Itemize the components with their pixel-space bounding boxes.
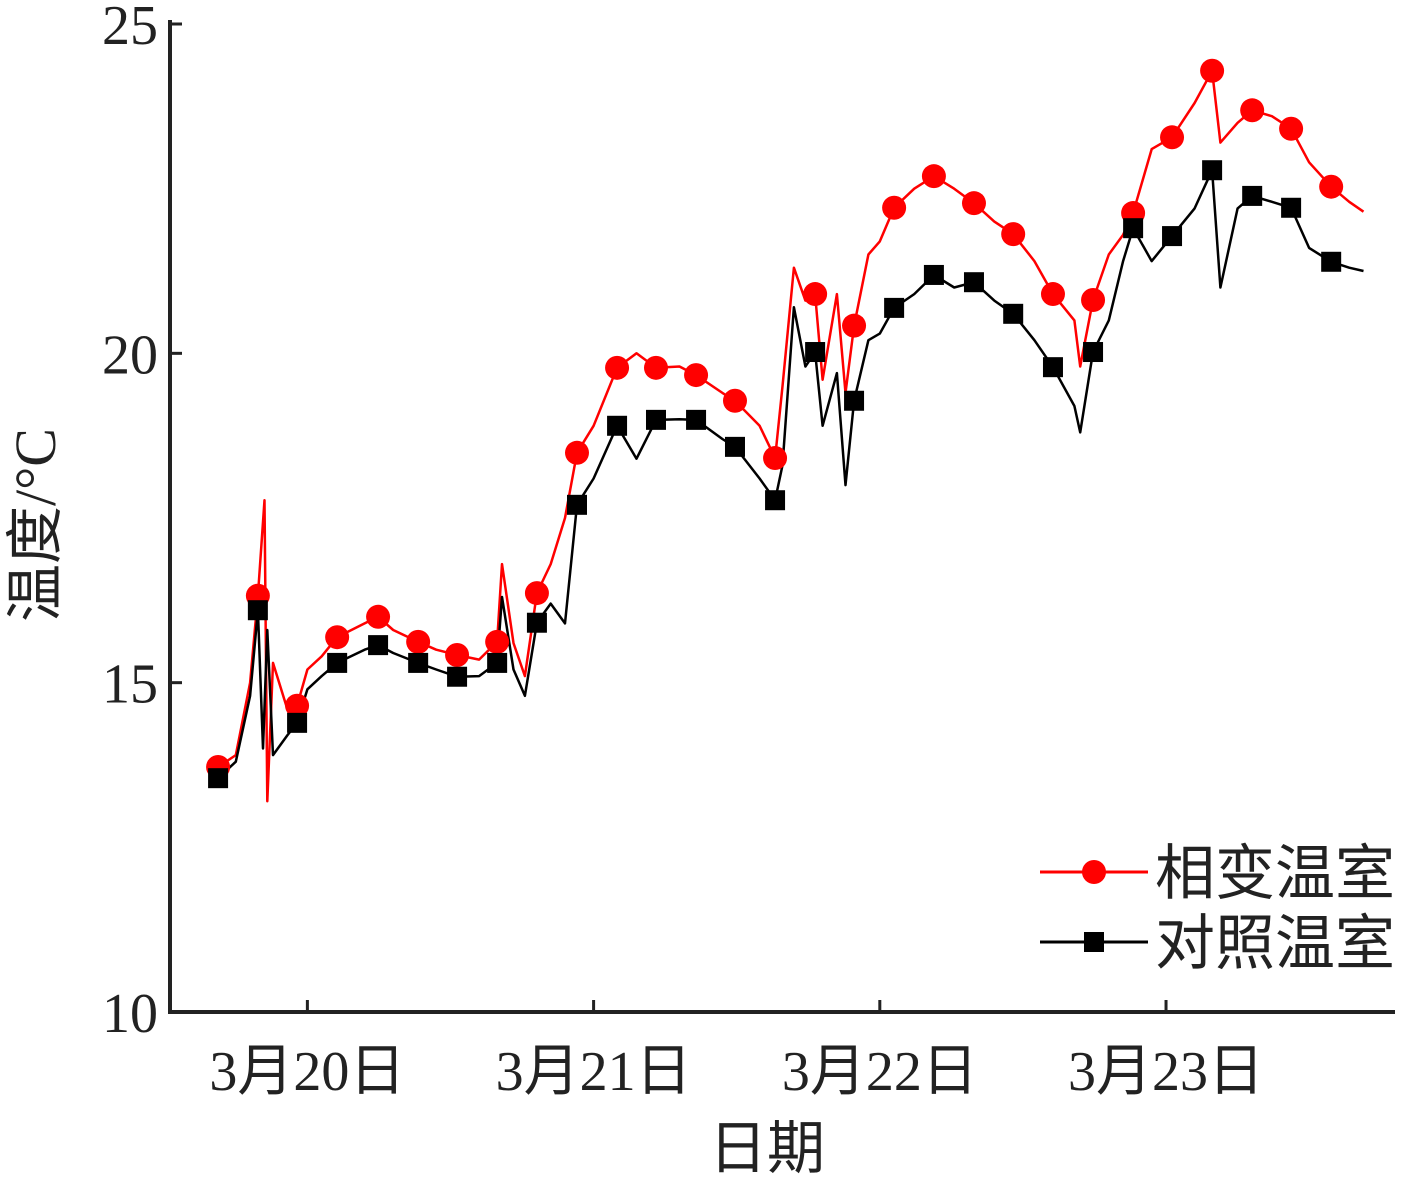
data-marker xyxy=(684,363,709,388)
data-marker xyxy=(607,415,628,436)
data-marker xyxy=(1202,160,1223,181)
series-line xyxy=(209,69,1365,803)
data-marker xyxy=(1319,174,1344,199)
data-marker xyxy=(1040,282,1065,307)
data-marker xyxy=(566,494,587,515)
data-marker xyxy=(1160,125,1185,150)
data-marker xyxy=(724,436,745,457)
x-tick-label: 3月21日 xyxy=(496,1041,692,1103)
x-tick-label: 3月22日 xyxy=(782,1041,978,1103)
data-marker xyxy=(686,409,707,430)
data-marker xyxy=(605,355,630,380)
data-marker xyxy=(1081,287,1106,312)
y-tick-label: 20 xyxy=(102,324,158,386)
data-marker xyxy=(884,297,905,318)
data-marker xyxy=(485,629,510,654)
data-marker xyxy=(247,600,268,621)
legend-marker xyxy=(1084,932,1104,952)
data-marker xyxy=(1162,226,1183,247)
data-marker xyxy=(803,282,828,307)
y-tick-label: 10 xyxy=(102,983,158,1045)
data-marker xyxy=(408,652,429,673)
data-marker xyxy=(1242,185,1263,206)
data-marker xyxy=(763,446,788,471)
legend-label: 对照温室 xyxy=(1155,911,1395,977)
x-tick-label: 3月20日 xyxy=(209,1041,405,1103)
data-marker xyxy=(285,693,310,718)
data-marker xyxy=(1321,251,1342,272)
data-marker xyxy=(961,191,986,216)
data-marker xyxy=(1279,116,1304,141)
data-marker xyxy=(1003,303,1024,324)
data-marker xyxy=(368,635,389,656)
legend-label: 相变温室 xyxy=(1155,841,1395,907)
data-marker xyxy=(564,440,589,465)
x-tick-label: 3月23日 xyxy=(1068,1041,1264,1103)
data-marker xyxy=(921,164,946,189)
data-marker xyxy=(882,195,907,220)
data-marker xyxy=(445,643,470,668)
y-tick-label: 15 xyxy=(102,654,158,716)
data-marker xyxy=(844,390,865,411)
data-marker xyxy=(327,652,348,673)
data-marker xyxy=(1281,197,1302,218)
x-axis-label: 日期 xyxy=(709,1116,825,1181)
data-marker xyxy=(487,652,508,673)
data-marker xyxy=(1200,58,1225,83)
data-marker xyxy=(406,629,431,654)
series-line xyxy=(209,168,1364,783)
data-marker xyxy=(325,625,350,650)
data-marker xyxy=(722,388,747,413)
data-marker xyxy=(805,342,826,363)
data-marker xyxy=(963,272,984,293)
data-marker xyxy=(208,768,229,789)
data-marker xyxy=(524,581,549,606)
data-marker xyxy=(842,313,867,338)
data-marker xyxy=(447,666,468,687)
data-marker xyxy=(1042,357,1063,378)
y-tick-label: 25 xyxy=(102,0,158,57)
data-marker xyxy=(765,490,786,511)
data-marker xyxy=(1123,218,1144,239)
legend-marker xyxy=(1082,860,1106,884)
y-axis-label: 温度/°C xyxy=(3,428,68,622)
data-marker xyxy=(1083,342,1104,363)
data-marker xyxy=(287,712,308,733)
data-marker xyxy=(645,409,666,430)
data-marker xyxy=(1001,222,1026,247)
data-marker xyxy=(526,612,547,633)
data-marker xyxy=(366,604,391,629)
data-marker xyxy=(923,264,944,285)
data-marker xyxy=(1240,98,1265,123)
data-marker xyxy=(643,355,668,380)
